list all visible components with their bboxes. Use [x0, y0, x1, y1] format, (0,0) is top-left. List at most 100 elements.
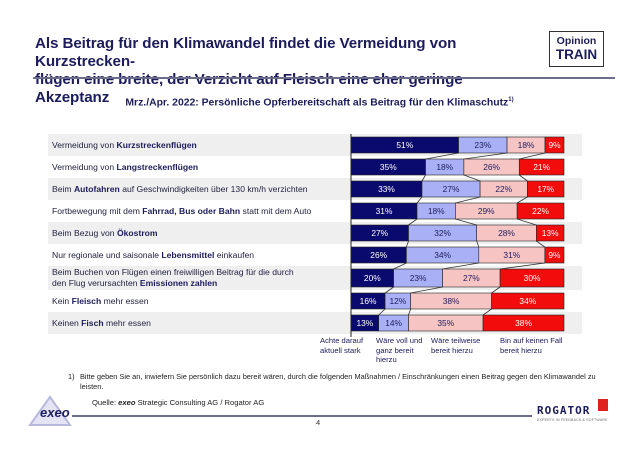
- bar-value-label: 13%: [542, 228, 559, 238]
- bar-value-label: 23%: [474, 140, 491, 150]
- bar-value-label: 27%: [443, 184, 460, 194]
- bar-segment: [536, 224, 565, 242]
- connector-line: [455, 196, 481, 204]
- badge-bottom-text: TRAIN: [555, 47, 598, 62]
- category-label-text: Keinen: [52, 317, 82, 328]
- category-label-text: statt mit dem Auto: [240, 205, 312, 216]
- bar-value-label: 51%: [396, 140, 413, 150]
- connector-line: [476, 240, 480, 248]
- rogator-logo: ROGATOR: [537, 404, 591, 417]
- category-label-emphasis: Lebensmittel: [161, 249, 215, 260]
- bar-value-label: 13%: [356, 318, 373, 328]
- bar-value-label: 17%: [537, 184, 554, 194]
- connector-line: [517, 218, 537, 226]
- category-label-emphasis: Emissionen zahlen: [139, 278, 218, 288]
- bar-value-label: 27%: [463, 273, 480, 283]
- category-label-text: Beim Buchen von Flügen einen freiwillige…: [52, 267, 294, 288]
- bar-value-label: 34%: [434, 250, 451, 260]
- category-label-text: auf Geschwindigkeiten über 130 km/h verz…: [119, 183, 308, 194]
- connector-line: [406, 240, 409, 248]
- footer-divider: [72, 415, 532, 417]
- connector-line: [536, 240, 546, 248]
- bar-segment: [499, 268, 565, 288]
- bar-value-label: 18%: [428, 206, 445, 216]
- bar-value-label: 23%: [410, 273, 427, 283]
- connector-line: [384, 286, 394, 294]
- legend-item-4-line1: Bin auf keinen Fall: [500, 336, 563, 345]
- legend-item-4-line2: bereit hierzu: [500, 345, 542, 355]
- bar-value-label: 26%: [370, 250, 387, 260]
- category-label: Beim Autofahren auf Geschwindigkeiten üb…: [52, 184, 308, 195]
- bar-value-label: 9%: [548, 140, 561, 150]
- bar-value-label: 16%: [360, 296, 377, 306]
- bar-value-label: 32%: [434, 228, 451, 238]
- category-label: Kein Fleisch mehr essen: [52, 296, 149, 307]
- slide-title: Als Beitrag für den Klimawandel findet d…: [35, 35, 515, 107]
- connector-line: [408, 218, 418, 226]
- connector-line: [491, 286, 501, 294]
- category-label-text: Kein: [52, 295, 72, 306]
- category-label: Beim Buchen von Flügen einen freiwillige…: [52, 267, 307, 289]
- category-label: Vermeidung von Kurzstreckenflügen: [52, 140, 197, 151]
- legend-item-2-line1: Wäre voll und: [376, 336, 423, 345]
- category-label: Vermeidung von Langstreckenflügen: [52, 162, 198, 173]
- legend-item-3: Wäre teilweise bereit hierzu: [431, 336, 480, 355]
- bar-value-label: 18%: [436, 162, 453, 172]
- bar-value-label: 38%: [515, 318, 532, 328]
- bar-value-label: 22%: [495, 184, 512, 194]
- bar-value-label: 14%: [385, 318, 402, 328]
- bar-value-label: 33%: [378, 184, 395, 194]
- connector-line: [442, 262, 479, 270]
- legend-item-2: Wäre voll und ganz bereit hierzu: [376, 336, 422, 365]
- category-label: Fortbewegung mit dem Fahrrad, Bus oder B…: [52, 206, 311, 217]
- category-label: Keinen Fisch mehr essen: [52, 318, 151, 329]
- category-label-emphasis: Autofahren: [73, 183, 120, 194]
- bar-value-label: 12%: [389, 296, 406, 306]
- exeo-logo-triangle-icon: [28, 395, 72, 426]
- connector-line: [408, 308, 412, 316]
- legend-item-3-line2: bereit hierzu: [431, 345, 473, 355]
- rogator-tagline: EXPERTS IN FEEDBACK & SOFTWARE: [537, 418, 608, 422]
- source-brand: exeo: [118, 398, 136, 407]
- connector-line: [410, 286, 443, 294]
- legend-item-2-line2: ganz bereit: [376, 345, 414, 355]
- bar-segment: [482, 314, 565, 332]
- slide-title-line1: Als Beitrag für den Klimawandel findet d…: [35, 35, 457, 70]
- legend-item-4: Bin auf keinen Fall bereit hierzu: [500, 336, 562, 355]
- bar-value-label: 31%: [376, 206, 393, 216]
- connector-line: [416, 196, 423, 204]
- bar-value-label: 35%: [380, 162, 397, 172]
- connector-line: [393, 262, 407, 270]
- connector-line: [421, 174, 426, 182]
- bar-segment: [527, 180, 565, 198]
- bar-value-label: 34%: [519, 296, 536, 306]
- bar-value-label: 21%: [533, 162, 550, 172]
- chart-title-text: Mrz./Apr. 2022: Persönliche Opferbereits…: [125, 97, 509, 109]
- bar-segment: [544, 136, 565, 154]
- bar-value-label: 9%: [548, 250, 561, 260]
- bar-value-label: 31%: [503, 250, 520, 260]
- category-label-text: mehr essen: [101, 295, 149, 306]
- bar-value-label: 29%: [478, 206, 495, 216]
- bar-value-label: 30%: [524, 273, 541, 283]
- category-label-emphasis: Ökostrom: [116, 227, 158, 238]
- category-label-emphasis: Kurzstreckenflügen: [116, 139, 197, 150]
- source-line: Quelle: exeo Strategic Consulting AG / R…: [92, 398, 264, 407]
- connector-line: [378, 308, 386, 316]
- legend-item-2-line3: hierzu: [376, 355, 397, 364]
- chart-title-footnote-marker: 1): [508, 97, 514, 103]
- rogator-logo-square-icon: [598, 399, 608, 411]
- chart-title: Mrz./Apr. 2022: Persönliche Opferbereits…: [0, 97, 639, 108]
- title-divider: [33, 77, 615, 79]
- opinion-train-badge: Opinion TRAIN: [549, 31, 604, 67]
- bar-segment: [518, 158, 565, 176]
- connector-line: [455, 218, 477, 226]
- legend-item-3-line1: Wäre teilweise: [431, 336, 481, 345]
- connector-line: [463, 174, 481, 182]
- connector-line: [482, 308, 492, 316]
- category-label-emphasis: Fisch: [81, 317, 104, 328]
- exeo-logo: exeo: [40, 405, 70, 420]
- bar-value-label: 22%: [532, 206, 549, 216]
- bar-value-label: 35%: [437, 318, 454, 328]
